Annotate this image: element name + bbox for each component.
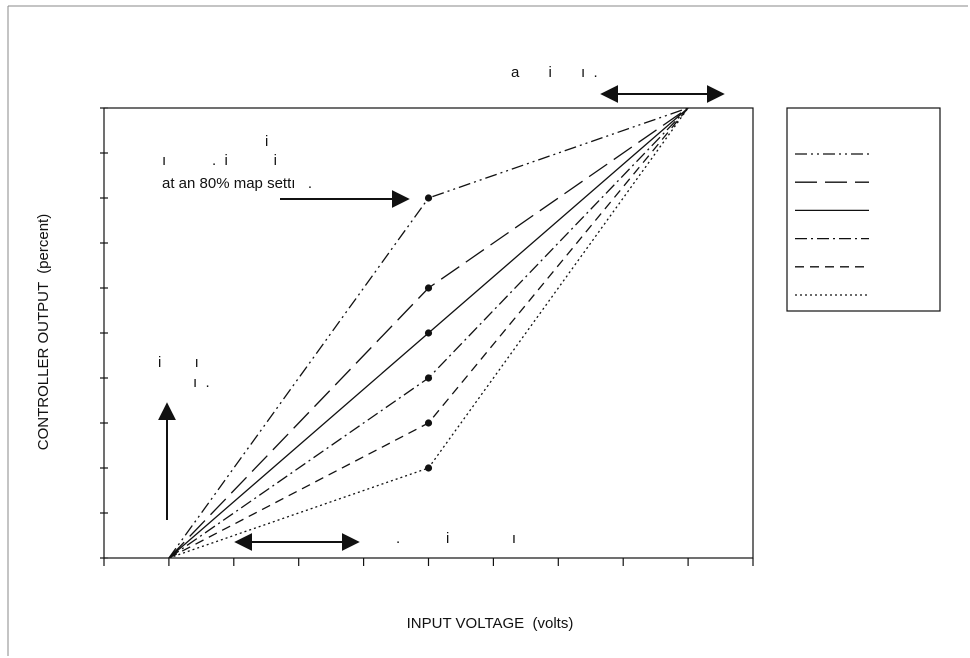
annotation-left-mid-1: i ı xyxy=(158,354,199,371)
series-point-short-dash xyxy=(425,419,432,426)
annotation-bottom: . i ı xyxy=(396,530,516,547)
y-axis-label: CONTROLLER OUTPUT (percent) xyxy=(35,214,52,450)
series-point-dash-dot xyxy=(425,374,432,381)
series-point-solid xyxy=(425,329,432,336)
annotation-top: a i ı . xyxy=(511,64,598,81)
annotation-left-mid-2: ı . xyxy=(193,374,210,391)
x-axis-label: INPUT VOLTAGE (volts) xyxy=(407,615,574,632)
annotation-left-upper-2: ı . i i xyxy=(162,152,277,169)
series-point-dotted xyxy=(425,464,432,471)
series-point-long-dash xyxy=(425,284,432,291)
annotation-left-upper-1: i xyxy=(265,133,268,150)
series-points xyxy=(425,194,432,471)
series-point-dash-dot-dot xyxy=(425,194,432,201)
legend-box xyxy=(787,108,940,311)
annotation-map-setting: at an 80% map settı . xyxy=(162,175,312,192)
